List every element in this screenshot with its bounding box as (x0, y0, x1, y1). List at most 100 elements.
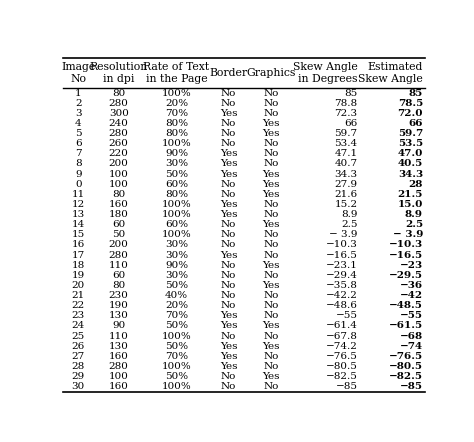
Text: 20%: 20% (165, 301, 188, 310)
Text: 30%: 30% (165, 240, 188, 249)
Text: 20%: 20% (165, 99, 188, 108)
Text: −82.5: −82.5 (389, 372, 423, 381)
Text: 70%: 70% (165, 311, 188, 320)
Text: No: No (221, 139, 236, 148)
Text: 50%: 50% (165, 170, 188, 179)
Text: −85: −85 (336, 382, 357, 391)
Text: 220: 220 (109, 149, 128, 158)
Text: Yes: Yes (219, 200, 237, 209)
Text: 9: 9 (75, 170, 82, 179)
Text: 30%: 30% (165, 251, 188, 259)
Text: 60%: 60% (165, 180, 188, 189)
Text: −16.5: −16.5 (326, 251, 357, 259)
Text: 30: 30 (72, 382, 85, 391)
Text: 8: 8 (75, 160, 82, 168)
Text: 280: 280 (109, 362, 128, 371)
Text: −55: −55 (400, 311, 423, 320)
Text: 80%: 80% (165, 190, 188, 199)
Text: − 3.9: − 3.9 (329, 230, 357, 239)
Text: 47.1: 47.1 (334, 149, 357, 158)
Text: Yes: Yes (219, 170, 237, 179)
Text: 5: 5 (75, 129, 82, 138)
Text: 110: 110 (109, 332, 128, 340)
Text: −85: −85 (400, 382, 423, 391)
Text: 78.8: 78.8 (334, 99, 357, 108)
Text: 60: 60 (112, 220, 125, 229)
Text: 160: 160 (109, 200, 128, 209)
Text: 190: 190 (109, 301, 128, 310)
Text: 13: 13 (72, 210, 85, 219)
Text: Yes: Yes (219, 311, 237, 320)
Text: 59.7: 59.7 (398, 129, 423, 138)
Text: Yes: Yes (219, 352, 237, 361)
Text: Yes: Yes (219, 149, 237, 158)
Text: No: No (221, 240, 236, 249)
Text: 160: 160 (109, 382, 128, 391)
Text: 30%: 30% (165, 160, 188, 168)
Text: No: No (263, 311, 279, 320)
Text: 26: 26 (72, 342, 85, 351)
Text: Skew Angle
in Degrees: Skew Angle in Degrees (293, 62, 357, 84)
Text: 240: 240 (109, 119, 128, 128)
Text: Yes: Yes (262, 281, 280, 290)
Text: 2: 2 (75, 99, 82, 108)
Text: −29.5: −29.5 (389, 271, 423, 280)
Text: No: No (263, 160, 279, 168)
Text: 34.3: 34.3 (398, 170, 423, 179)
Text: −61.4: −61.4 (326, 321, 357, 331)
Text: Yes: Yes (262, 119, 280, 128)
Text: 280: 280 (109, 129, 128, 138)
Text: 34.3: 34.3 (334, 170, 357, 179)
Text: 6: 6 (75, 139, 82, 148)
Text: −67.8: −67.8 (326, 332, 357, 340)
Text: −10.3: −10.3 (326, 240, 357, 249)
Text: −76.5: −76.5 (326, 352, 357, 361)
Text: 16: 16 (72, 240, 85, 249)
Text: −36: −36 (400, 281, 423, 290)
Text: 100: 100 (109, 180, 128, 189)
Text: No: No (221, 301, 236, 310)
Text: Yes: Yes (219, 109, 237, 118)
Text: No: No (263, 99, 279, 108)
Text: 29: 29 (72, 372, 85, 381)
Text: 100%: 100% (162, 210, 191, 219)
Text: 59.7: 59.7 (334, 129, 357, 138)
Text: 80%: 80% (165, 119, 188, 128)
Text: Yes: Yes (219, 210, 237, 219)
Text: 300: 300 (109, 109, 128, 118)
Text: No: No (221, 281, 236, 290)
Text: Image
No: Image No (61, 62, 95, 84)
Text: Yes: Yes (262, 190, 280, 199)
Text: 85: 85 (344, 89, 357, 98)
Text: 85: 85 (409, 89, 423, 98)
Text: 66: 66 (344, 119, 357, 128)
Text: Rate of Text
in the Page: Rate of Text in the Page (144, 62, 210, 84)
Text: 14: 14 (72, 220, 85, 229)
Text: 3: 3 (75, 109, 82, 118)
Text: 100%: 100% (162, 332, 191, 340)
Text: 25: 25 (72, 332, 85, 340)
Text: No: No (263, 301, 279, 310)
Text: 20: 20 (72, 281, 85, 290)
Text: 24: 24 (72, 321, 85, 331)
Text: 100%: 100% (162, 139, 191, 148)
Text: −80.5: −80.5 (326, 362, 357, 371)
Text: 80: 80 (112, 281, 125, 290)
Text: 90%: 90% (165, 149, 188, 158)
Text: Yes: Yes (219, 321, 237, 331)
Text: −48.5: −48.5 (389, 301, 423, 310)
Text: No: No (263, 230, 279, 239)
Text: −10.3: −10.3 (389, 240, 423, 249)
Text: −23.1: −23.1 (326, 261, 357, 270)
Text: −23: −23 (400, 261, 423, 270)
Text: 100%: 100% (162, 362, 191, 371)
Text: 21: 21 (72, 291, 85, 300)
Text: − 3.9: − 3.9 (392, 230, 423, 239)
Text: No: No (221, 230, 236, 239)
Text: Yes: Yes (262, 170, 280, 179)
Text: No: No (221, 190, 236, 199)
Text: 19: 19 (72, 271, 85, 280)
Text: −76.5: −76.5 (389, 352, 423, 361)
Text: 72.3: 72.3 (334, 109, 357, 118)
Text: Yes: Yes (262, 220, 280, 229)
